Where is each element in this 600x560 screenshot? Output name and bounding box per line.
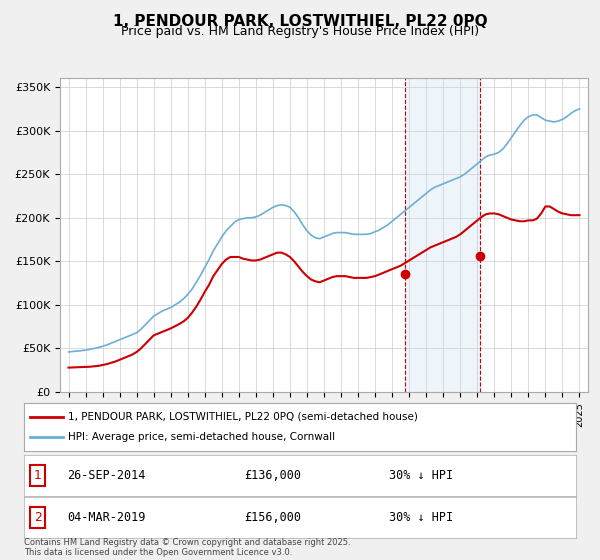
Text: £136,000: £136,000 bbox=[244, 469, 301, 482]
Text: Price paid vs. HM Land Registry's House Price Index (HPI): Price paid vs. HM Land Registry's House … bbox=[121, 25, 479, 38]
Text: 2: 2 bbox=[0, 559, 1, 560]
Text: 30% ↓ HPI: 30% ↓ HPI bbox=[389, 469, 454, 482]
Text: £156,000: £156,000 bbox=[244, 511, 301, 524]
Text: Contains HM Land Registry data © Crown copyright and database right 2025.
This d: Contains HM Land Registry data © Crown c… bbox=[24, 538, 350, 557]
Text: 1, PENDOUR PARK, LOSTWITHIEL, PL22 0PQ (semi-detached house): 1, PENDOUR PARK, LOSTWITHIEL, PL22 0PQ (… bbox=[68, 412, 418, 422]
Text: 26-SEP-2014: 26-SEP-2014 bbox=[68, 469, 146, 482]
Text: 1, PENDOUR PARK, LOSTWITHIEL, PL22 0PQ: 1, PENDOUR PARK, LOSTWITHIEL, PL22 0PQ bbox=[113, 14, 487, 29]
Text: 2: 2 bbox=[34, 511, 42, 524]
Text: 04-MAR-2019: 04-MAR-2019 bbox=[68, 511, 146, 524]
Text: 1: 1 bbox=[34, 469, 42, 482]
Text: HPI: Average price, semi-detached house, Cornwall: HPI: Average price, semi-detached house,… bbox=[68, 432, 335, 442]
Text: 30% ↓ HPI: 30% ↓ HPI bbox=[389, 511, 454, 524]
Text: 1: 1 bbox=[0, 559, 1, 560]
Bar bbox=[405, 78, 480, 392]
